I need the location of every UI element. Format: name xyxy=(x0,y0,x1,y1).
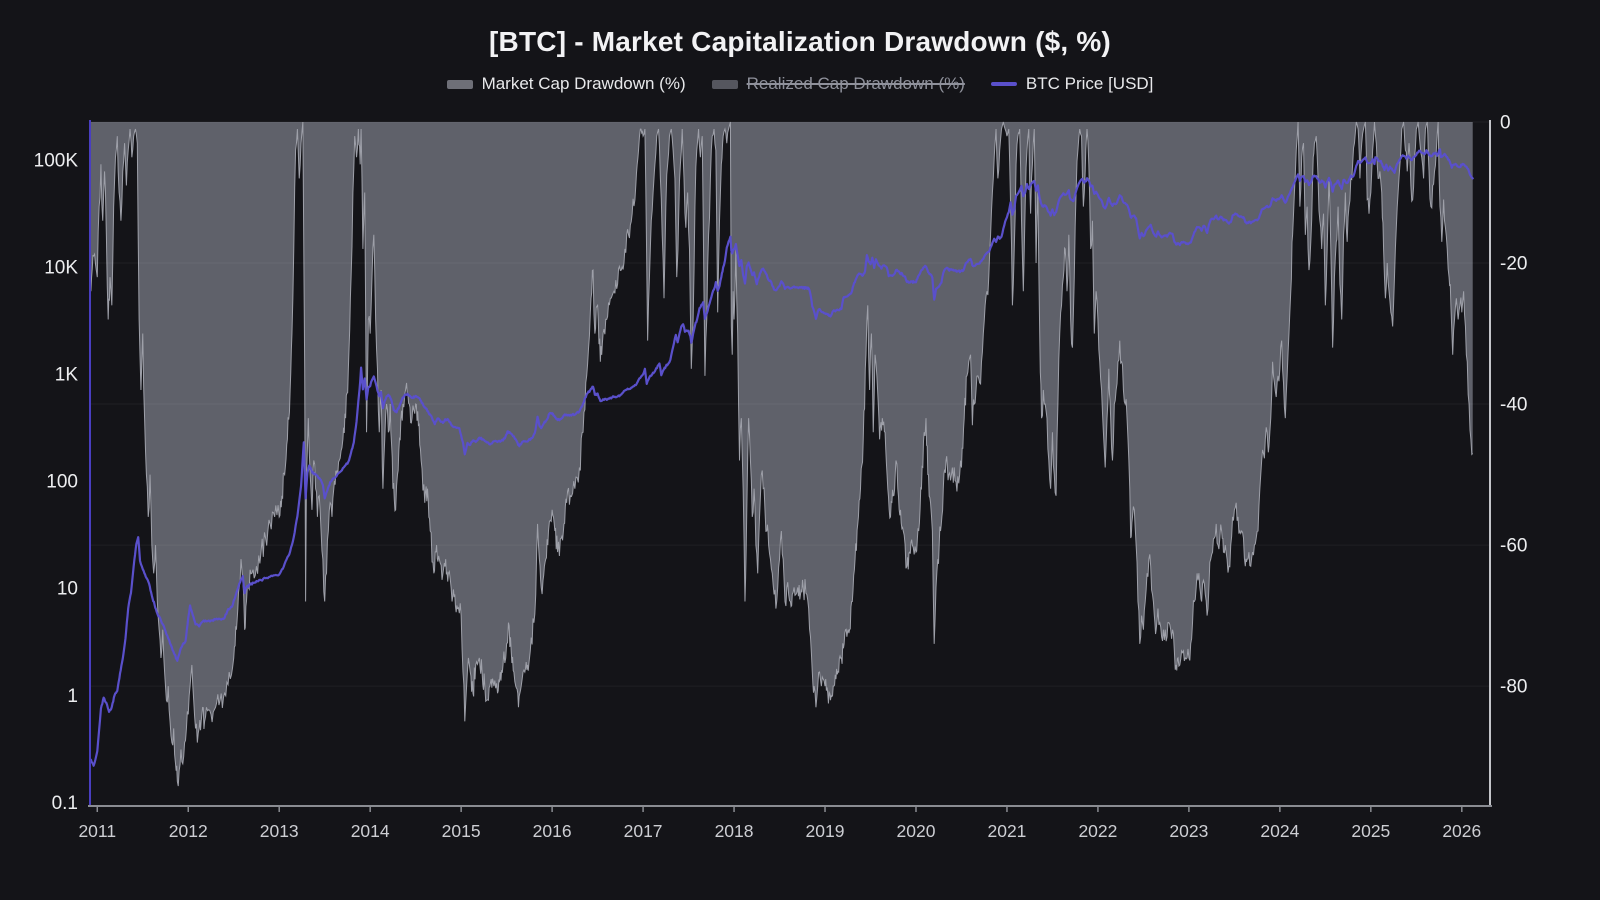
x-axis-tick-label: 2018 xyxy=(715,821,754,841)
right-axis-tick-label: -60 xyxy=(1500,536,1527,557)
legend-item-btc-price-usd[interactable]: BTC Price [USD] xyxy=(990,74,1154,94)
x-axis-tick-label: 2015 xyxy=(442,821,481,841)
x-axis-tick-label: 2019 xyxy=(806,821,845,841)
x-axis-tick-label: 2014 xyxy=(351,821,390,841)
area-swatch-icon xyxy=(711,79,738,89)
right-axis-tick-label: 0 xyxy=(1500,113,1511,134)
x-axis-tick-label: 2026 xyxy=(1442,821,1481,841)
left-axis-tick-label: 100K xyxy=(34,150,79,171)
x-axis-tick-label: 2025 xyxy=(1351,821,1390,841)
btc-price-line xyxy=(89,148,1474,767)
x-axis-tick-label: 2016 xyxy=(533,821,572,841)
left-axis-tick-label: 1 xyxy=(67,686,78,707)
line-swatch-icon xyxy=(990,82,1017,86)
legend-label: Realized Cap Drawdown (%) xyxy=(746,74,965,93)
left-axis-tick-label: 10K xyxy=(44,257,78,278)
right-axis-tick-label: -80 xyxy=(1500,677,1527,698)
left-axis-tick-label: 0.1 xyxy=(52,793,78,814)
left-axis-tick-label: 100 xyxy=(46,472,78,493)
left-axis-tick-label: 10 xyxy=(57,579,78,600)
x-axis-tick-label: 2021 xyxy=(987,821,1026,841)
legend-item-realized-cap-drawdown[interactable]: Realized Cap Drawdown (%) xyxy=(711,74,965,94)
x-axis-tick-label: 2012 xyxy=(169,821,208,841)
market-cap-drawdown-line xyxy=(90,121,1474,787)
x-axis-tick-label: 2011 xyxy=(78,821,116,841)
x-axis-tick-label: 2013 xyxy=(260,821,299,841)
right-axis-tick-label: -20 xyxy=(1500,254,1527,275)
legend: Market Cap Drawdown (%) Realized Cap Draw… xyxy=(0,74,1600,94)
x-axis-tick-label: 2022 xyxy=(1078,821,1117,841)
x-axis-tick-label: 2024 xyxy=(1260,821,1299,841)
x-axis-tick-label: 2017 xyxy=(624,821,663,841)
legend-label: Market Cap Drawdown (%) xyxy=(481,74,686,93)
legend-label: BTC Price [USD] xyxy=(1025,74,1154,93)
right-axis-tick-label: -40 xyxy=(1500,395,1527,416)
x-axis-tick-label: 2023 xyxy=(1169,821,1208,841)
market-cap-drawdown-area xyxy=(90,122,1473,787)
chart-title: [BTC] - Market Capitalization Drawdown (… xyxy=(489,26,1111,57)
area-swatch-icon xyxy=(446,79,473,89)
left-axis-tick-label: 1K xyxy=(55,365,79,386)
x-axis-tick-label: 2020 xyxy=(897,821,936,841)
legend-item-market-cap-drawdown[interactable]: Market Cap Drawdown (%) xyxy=(446,74,686,94)
plot-area[interactable] xyxy=(90,122,1490,806)
